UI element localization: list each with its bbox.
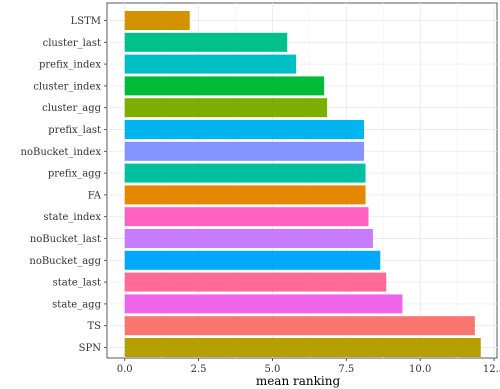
y-tick-label: cluster_last bbox=[43, 38, 101, 49]
y-tick-label: state_index bbox=[43, 212, 101, 223]
x-tick-label: 12.5 bbox=[483, 364, 500, 375]
bar-nobucket-agg bbox=[124, 250, 381, 270]
y-tick-label: noBucket_agg bbox=[29, 256, 101, 267]
bar-cluster-agg bbox=[124, 98, 328, 118]
y-tick-label: cluster_agg bbox=[42, 103, 101, 114]
bar-state-last bbox=[124, 272, 387, 292]
x-tick-label: 2.5 bbox=[191, 364, 207, 375]
y-axis: LSTM cluster_last prefix_index cluster_inde… bbox=[21, 16, 107, 354]
bar-spn bbox=[124, 338, 481, 357]
bar-prefix-last bbox=[124, 120, 365, 139]
x-axis-title: mean ranking bbox=[256, 374, 341, 388]
bar-nobucket-index bbox=[124, 141, 365, 161]
y-tick-label: noBucket_last bbox=[30, 234, 101, 245]
bar-state-index bbox=[124, 207, 369, 227]
bar-prefix-index bbox=[124, 54, 297, 74]
y-tick-label: noBucket_index bbox=[21, 147, 102, 158]
x-tick-label: 5.0 bbox=[265, 364, 281, 375]
y-tick-label: state_agg bbox=[52, 299, 101, 310]
x-tick-label: 7.5 bbox=[338, 364, 354, 375]
y-tick-label: prefix_index bbox=[39, 60, 101, 71]
y-tick-label: LSTM bbox=[71, 16, 101, 27]
bar-state-agg bbox=[124, 294, 403, 314]
y-tick-label: TS bbox=[87, 321, 101, 332]
x-tick-label: 10.0 bbox=[409, 364, 431, 375]
y-tick-label: cluster_index bbox=[33, 81, 101, 92]
y-tick-label: SPN bbox=[79, 343, 102, 354]
bar-lstm bbox=[124, 11, 190, 30]
y-tick-label: FA bbox=[88, 190, 102, 201]
y-tick-label: prefix_agg bbox=[48, 169, 102, 180]
bar-prefix-agg bbox=[124, 163, 366, 183]
x-tick-label: 0.0 bbox=[117, 364, 133, 375]
y-tick-label: state_last bbox=[53, 278, 101, 289]
bars bbox=[124, 11, 481, 357]
bar-fa bbox=[124, 185, 366, 205]
bar-cluster-last bbox=[124, 32, 288, 52]
x-axis: 0.0 2.5 5.0 7.5 10.0 12.5 bbox=[117, 358, 500, 375]
bar-ts bbox=[124, 316, 475, 336]
y-tick-label: prefix_last bbox=[48, 125, 101, 136]
bar-cluster-index bbox=[124, 76, 325, 96]
bar-nobucket-last bbox=[124, 229, 373, 248]
